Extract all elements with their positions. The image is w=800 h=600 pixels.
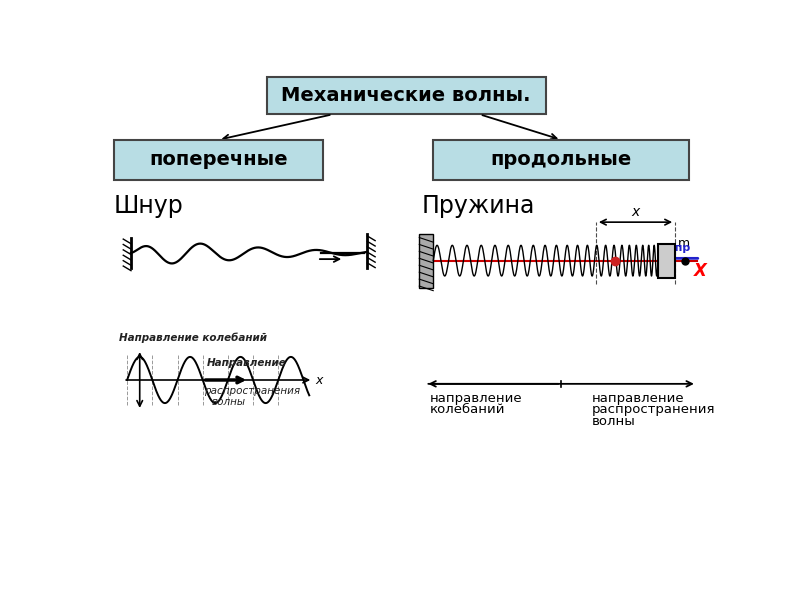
FancyBboxPatch shape: [114, 140, 323, 180]
Text: Fупр: Fупр: [660, 243, 690, 253]
Text: направление: направление: [430, 392, 522, 404]
Text: волны: волны: [592, 415, 636, 428]
Text: направление: направление: [592, 392, 685, 404]
FancyBboxPatch shape: [266, 77, 546, 115]
Text: x: x: [315, 373, 323, 386]
Text: m: m: [678, 237, 690, 250]
Text: Пружина: Пружина: [422, 194, 535, 218]
Bar: [419, 234, 434, 287]
Text: X: X: [694, 262, 707, 280]
Text: Шнур: Шнур: [114, 194, 184, 218]
Text: распространения: распространения: [592, 403, 716, 416]
Text: Механические волны.: Механические волны.: [282, 86, 531, 106]
Text: продольные: продольные: [490, 150, 632, 169]
Text: распространения: распространения: [204, 386, 300, 396]
Text: колебаний: колебаний: [430, 403, 505, 416]
FancyBboxPatch shape: [434, 140, 689, 180]
Text: x: x: [631, 205, 640, 219]
Text: Направление: Направление: [206, 358, 286, 368]
Bar: [658, 244, 675, 278]
Text: волны: волны: [212, 397, 246, 407]
Text: Направление колебаний: Направление колебаний: [119, 332, 267, 343]
Text: поперечные: поперечные: [150, 150, 288, 169]
